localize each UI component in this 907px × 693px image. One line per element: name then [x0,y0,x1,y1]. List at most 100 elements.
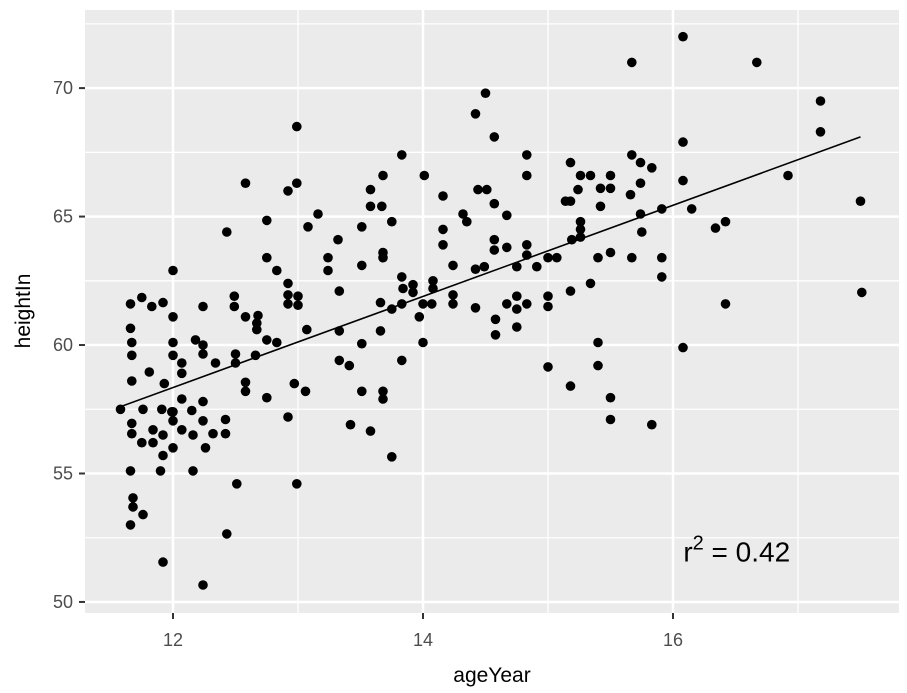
data-point [323,252,333,263]
data-point [448,290,458,300]
data-point [462,216,472,227]
data-point [168,443,178,453]
data-point [168,407,178,417]
major-gridlines [85,10,899,613]
data-point [605,170,616,181]
data-point [857,287,867,298]
data-point [678,175,688,186]
data-point [397,272,407,282]
data-point [262,215,272,226]
data-point [357,260,367,271]
data-point [292,178,302,188]
data-point [522,299,532,309]
data-point [418,299,428,309]
data-point [575,216,586,227]
data-point [283,186,293,196]
data-point [168,265,178,276]
data-point [198,396,208,407]
minor-gridlines [85,10,899,613]
data-point [595,201,606,212]
data-point [560,196,571,206]
data-point [657,272,667,282]
data-point [378,394,388,404]
data-point [188,430,198,440]
data-point [473,184,483,195]
data-point [378,252,388,263]
data-point [398,283,408,294]
data-point [357,386,367,397]
data-point [375,297,386,308]
data-point [595,183,606,194]
data-point [365,201,376,212]
data-point [490,330,501,340]
data-point [605,392,616,403]
data-point [344,360,355,371]
data-point [127,350,137,361]
data-point [138,509,148,520]
data-point [365,426,376,436]
data-point [232,479,242,489]
data-point [657,252,667,263]
data-point [419,170,430,181]
data-point [283,278,293,289]
data-point [575,224,586,235]
data-point [302,324,312,335]
data-point [783,170,793,181]
data-point [627,252,637,263]
data-point [210,358,221,368]
data-point [323,265,333,276]
data-point [512,304,522,314]
data-point [575,170,586,181]
data-point [168,312,178,322]
data-point [627,150,637,160]
data-point [625,189,636,200]
data-point [229,301,240,312]
data-point [512,291,522,302]
data-point [647,419,657,430]
data-point [512,322,522,332]
data-point [283,412,293,422]
data-point [128,502,138,512]
data-point [168,337,178,348]
data-point [627,57,637,68]
data-point [158,297,168,308]
x-tick-label: 12 [163,630,183,650]
data-point [502,210,512,221]
data-point [448,299,458,309]
data-point [512,261,522,272]
data-point [262,252,272,263]
data-point [678,137,688,147]
data-point [377,201,387,212]
data-point [387,216,397,227]
data-point [292,121,302,132]
data-point [158,430,168,440]
y-tick-label: 70 [53,78,73,98]
data-point [605,414,616,425]
data-point [115,404,126,415]
data-point [300,386,311,397]
data-point [283,290,293,300]
data-point [387,452,397,462]
data-point [678,31,688,42]
data-point [125,520,136,530]
data-point [222,529,232,539]
data-point [720,216,731,227]
data-point [458,209,468,219]
data-point [428,276,438,286]
data-point [489,132,500,142]
data-point [565,381,576,391]
data-point [345,419,356,430]
plot-panel [85,10,899,613]
data-point [137,292,147,303]
data-point [565,157,576,168]
data-point [198,416,208,426]
data-point [543,301,553,312]
data-point [293,291,303,302]
y-axis: 50 55 60 65 70 [53,78,85,612]
y-tick-label: 50 [53,592,73,612]
data-point [138,404,148,415]
data-point [198,580,208,590]
data-point [815,96,826,106]
data-point [470,264,481,275]
